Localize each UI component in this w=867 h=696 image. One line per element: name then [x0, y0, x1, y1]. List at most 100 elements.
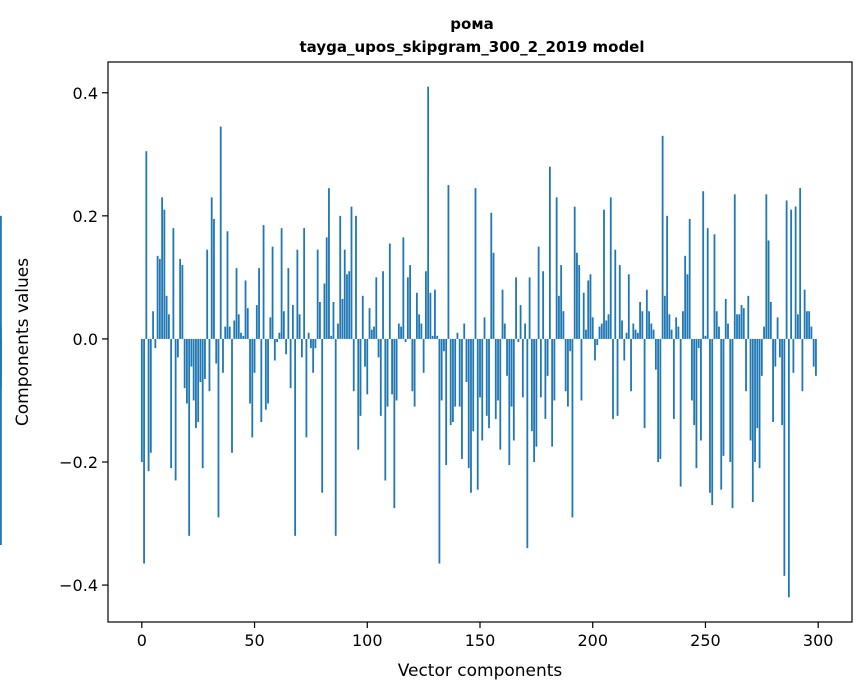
bar: [510, 338, 513, 407]
bar: [217, 338, 220, 518]
bar: [397, 323, 400, 339]
bar: [244, 280, 247, 339]
bar: [492, 252, 495, 339]
bar: [224, 326, 227, 339]
bar: [359, 338, 362, 416]
bar: [654, 338, 657, 370]
bar: [720, 338, 723, 490]
bar: [316, 249, 319, 339]
bar: [749, 338, 752, 441]
bar: [515, 277, 517, 339]
bar: [727, 323, 729, 339]
bar: [339, 215, 342, 339]
bar: [740, 305, 743, 339]
bar: [375, 277, 378, 339]
bar: [652, 329, 655, 339]
bar: [312, 338, 315, 373]
bar: [607, 314, 610, 339]
y-tick-label: 0.0: [73, 330, 98, 349]
bar: [400, 326, 402, 339]
bar: [794, 206, 797, 339]
bar: [751, 338, 754, 502]
x-tick-label: 0: [137, 631, 147, 650]
bar: [528, 277, 531, 339]
x-tick-label: 250: [690, 631, 721, 650]
bar: [569, 338, 572, 352]
bar: [404, 338, 407, 342]
bar: [163, 209, 166, 339]
x-axis-label: Vector components: [398, 661, 563, 681]
bar: [210, 197, 213, 339]
bar: [688, 218, 691, 339]
bar: [591, 317, 594, 339]
bar: [706, 228, 709, 339]
bar: [806, 311, 808, 339]
bar: [650, 323, 653, 339]
bar: [594, 338, 596, 361]
bar: [616, 338, 619, 416]
bar: [188, 338, 191, 536]
bar: [368, 308, 371, 339]
bar: [325, 237, 328, 339]
bar: [276, 338, 278, 342]
bar: [715, 311, 718, 339]
bar: [174, 338, 177, 481]
bar: [337, 323, 339, 339]
bar: [571, 338, 574, 518]
bar: [147, 338, 150, 472]
bar: [199, 338, 202, 382]
bar: [772, 338, 774, 422]
bar: [264, 338, 267, 410]
bar: [449, 338, 452, 426]
bar: [332, 302, 335, 339]
bar: [411, 338, 414, 392]
bar: [630, 338, 632, 392]
bar: [659, 338, 662, 459]
bar: [310, 338, 312, 349]
bar: [226, 231, 229, 339]
bar: [269, 317, 272, 339]
bar: [222, 338, 224, 373]
bar: [249, 338, 251, 404]
bar: [799, 188, 802, 339]
bar: [181, 265, 184, 339]
bar: [0, 338, 2, 546]
bar: [215, 338, 218, 364]
bar: [179, 258, 182, 339]
bar: [517, 338, 520, 342]
bar: [580, 338, 583, 401]
bar: [260, 338, 263, 422]
bar: [614, 249, 617, 339]
bar: [519, 305, 522, 339]
bar: [738, 314, 741, 339]
bar: [769, 302, 772, 339]
bar: [167, 314, 170, 339]
y-axis-label: Components values: [13, 258, 33, 426]
bar: [697, 338, 700, 349]
bar: [183, 338, 186, 389]
chart-title: рома: [450, 15, 493, 33]
bar: [461, 338, 463, 459]
bar: [605, 320, 608, 339]
bar: [361, 295, 364, 339]
bar: [186, 338, 188, 404]
x-tick-label: 50: [244, 631, 264, 650]
bar: [776, 317, 779, 339]
bar: [413, 338, 416, 407]
bar: [334, 338, 337, 536]
bar: [170, 338, 173, 469]
bar: [253, 338, 256, 373]
bar: [564, 338, 567, 392]
bar: [143, 338, 145, 564]
bar: [760, 338, 763, 376]
bar: [145, 151, 148, 339]
bar: [379, 338, 382, 416]
bar: [242, 335, 245, 339]
bar: [555, 197, 558, 339]
bar: [287, 268, 290, 339]
bar: [438, 338, 441, 564]
bar: [267, 338, 269, 404]
bar: [364, 338, 366, 367]
bar: [476, 338, 479, 490]
